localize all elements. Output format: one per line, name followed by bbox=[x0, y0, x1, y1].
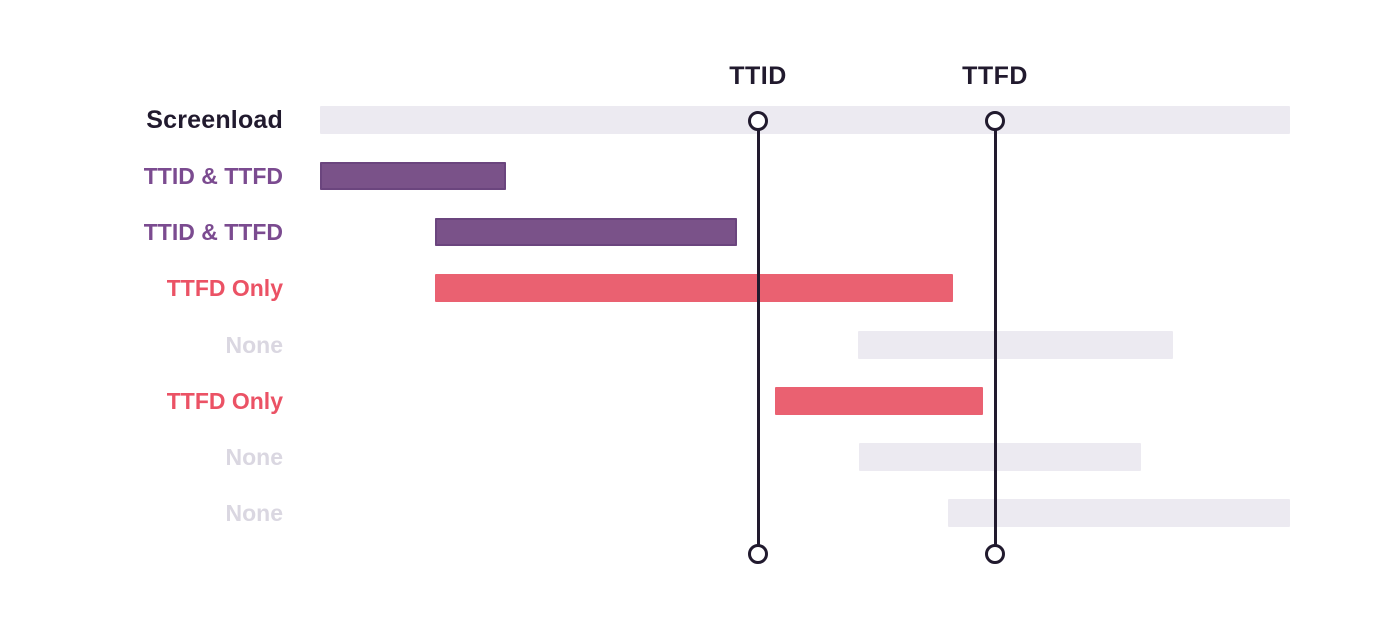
ttid-marker-bottom-dot bbox=[748, 544, 768, 564]
none-span-bar-1 bbox=[858, 331, 1173, 359]
none-span-bar-3 bbox=[948, 499, 1290, 527]
row-label-ttid-ttfd-1: TTID & TTFD bbox=[143, 163, 283, 189]
row-label-ttfd-only-1: TTFD Only bbox=[166, 275, 283, 301]
none-span-bar-2 bbox=[859, 443, 1141, 471]
ttfd-marker-top-dot bbox=[985, 111, 1005, 131]
ttfd-only-span-bar-1 bbox=[435, 274, 953, 302]
ttfd-marker-label: TTFD bbox=[962, 62, 1028, 90]
ttid-ttfd-span-bar-1 bbox=[320, 162, 506, 190]
row-label-none-2: None bbox=[225, 444, 284, 470]
row-label-none-3: None bbox=[225, 500, 284, 526]
ttid-marker-top-dot bbox=[748, 111, 768, 131]
ttfd-only-span-bar-2 bbox=[775, 387, 983, 415]
ttid-ttfd-span-bar-2 bbox=[435, 218, 737, 246]
row-label-none-1: None bbox=[225, 332, 284, 358]
screenload-track-bar bbox=[320, 106, 1290, 134]
row-label-screenload: Screenload bbox=[146, 106, 283, 134]
ttfd-marker-bottom-dot bbox=[985, 544, 1005, 564]
ttfd-marker-line bbox=[993, 121, 997, 554]
ttid-marker-label: TTID bbox=[729, 62, 787, 90]
row-label-ttfd-only-2: TTFD Only bbox=[166, 388, 283, 414]
ttid-marker-line bbox=[756, 121, 760, 554]
row-label-ttid-ttfd-2: TTID & TTFD bbox=[143, 219, 283, 245]
